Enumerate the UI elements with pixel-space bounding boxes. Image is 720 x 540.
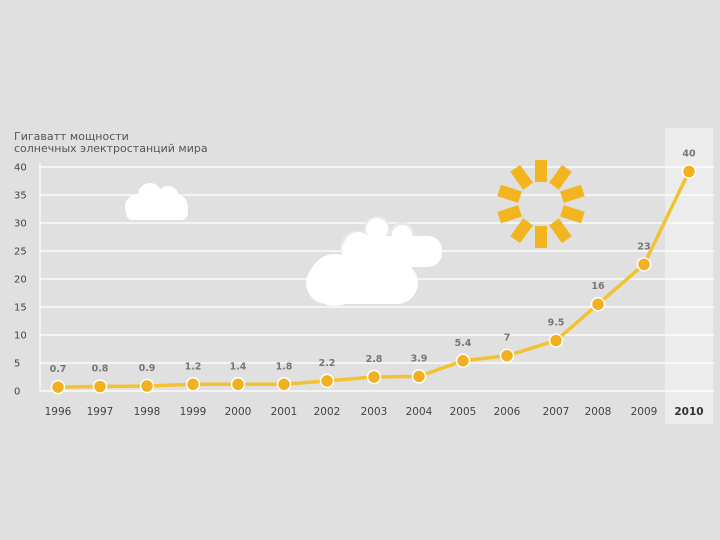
x-tick-label: 1999 (180, 406, 207, 418)
data-label: 16 (591, 281, 605, 292)
chart-title-line: солнечных электростанций мира (14, 142, 208, 155)
cloud-icon (125, 183, 188, 220)
x-tick-label: 2009 (631, 406, 658, 418)
data-point (681, 164, 697, 179)
data-label: 3.9 (411, 353, 428, 364)
data-label: 2.8 (366, 354, 383, 365)
data-point (366, 369, 382, 385)
data-point (590, 296, 606, 312)
data-label: 9.5 (548, 318, 565, 329)
y-tick-label: 20 (14, 275, 27, 286)
y-tick-label: 0 (14, 387, 20, 398)
y-tick-label: 10 (14, 331, 27, 342)
y-tick-label: 5 (14, 359, 20, 370)
x-tick-label: 2006 (494, 406, 521, 418)
data-label: 23 (637, 241, 650, 252)
data-label: 1.4 (230, 361, 247, 372)
x-tick-label: 2002 (314, 406, 341, 418)
data-point (636, 257, 652, 272)
sun-icon (497, 160, 585, 248)
data-point (92, 379, 108, 394)
data-point (455, 353, 471, 369)
x-tick-label: 1997 (87, 406, 114, 418)
data-label: 0.9 (139, 363, 156, 374)
data-label: 2.2 (319, 358, 336, 369)
y-tick-label: 15 (14, 303, 27, 314)
x-tick-label: 2000 (225, 406, 252, 418)
x-tick-label: 2008 (585, 406, 612, 418)
cloud-icon (306, 216, 442, 306)
x-tick-label: 2007 (543, 406, 570, 418)
x-tick-label: 2004 (406, 406, 433, 418)
data-label: 7 (504, 333, 511, 344)
y-tick-label: 30 (14, 219, 27, 230)
data-point (319, 373, 335, 389)
data-points (50, 164, 697, 395)
data-point (139, 378, 155, 394)
data-labels: 0.7 0.8 0.9 1.2 1.4 1.8 2.2 2.8 3.9 5.4 7 9.5 16 23 40 (50, 149, 696, 376)
data-point (411, 369, 427, 384)
data-label: 40 (682, 149, 696, 160)
data-label: 5.4 (455, 338, 472, 349)
chart-title: Гигаватт мощности солнечных электростанц… (14, 131, 208, 155)
y-tick-label: 40 (14, 163, 27, 174)
data-point (276, 377, 292, 392)
x-tick-label: 2010 (674, 406, 703, 418)
x-tick-label: 1996 (45, 406, 72, 418)
y-tick-label: 35 (14, 191, 27, 202)
data-point (230, 377, 246, 392)
data-point (50, 379, 66, 395)
y-axis: 0 5 10 15 20 25 30 35 40 (14, 163, 27, 398)
x-axis: 1996 1997 1998 1999 2000 2001 2002 2003 2004 2005… (45, 406, 704, 418)
data-label: 1.2 (185, 361, 202, 372)
x-tick-label: 2005 (450, 406, 477, 418)
x-tick-label: 2001 (271, 406, 298, 418)
chart-title-line: Гигаватт мощности (14, 130, 129, 143)
data-label: 0.8 (92, 364, 109, 375)
x-tick-label: 1998 (134, 406, 161, 418)
data-label: 0.7 (50, 364, 67, 375)
data-point (548, 333, 564, 348)
x-tick-label: 2003 (361, 406, 388, 418)
data-label: 1.8 (276, 361, 293, 372)
data-point (499, 348, 515, 363)
data-point (185, 377, 201, 392)
y-tick-label: 25 (14, 247, 27, 258)
